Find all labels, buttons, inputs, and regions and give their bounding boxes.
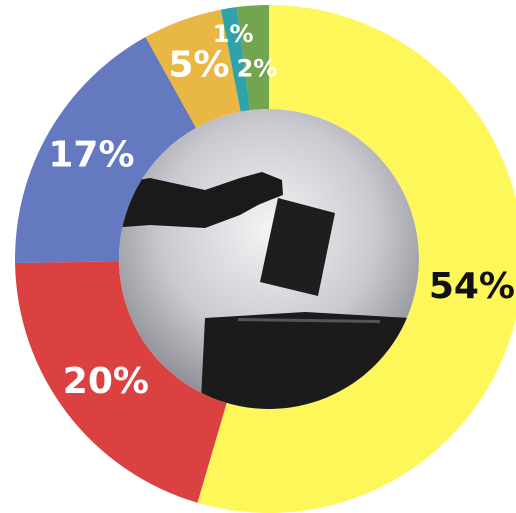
slice [220,7,251,112]
data-label: 5% [168,44,229,85]
slice [236,5,269,111]
data-label: 2% [237,54,278,82]
slice [197,5,516,513]
data-label: 54% [429,266,515,307]
slice [15,261,227,503]
slices [15,5,516,513]
slice [145,9,241,128]
data-label: 20% [63,361,149,402]
slice [15,37,197,264]
labels: 54% 20% 17% 5%1% 2% [48,20,515,402]
data-label: 1% [213,20,254,48]
data-label: 17% [48,135,134,176]
